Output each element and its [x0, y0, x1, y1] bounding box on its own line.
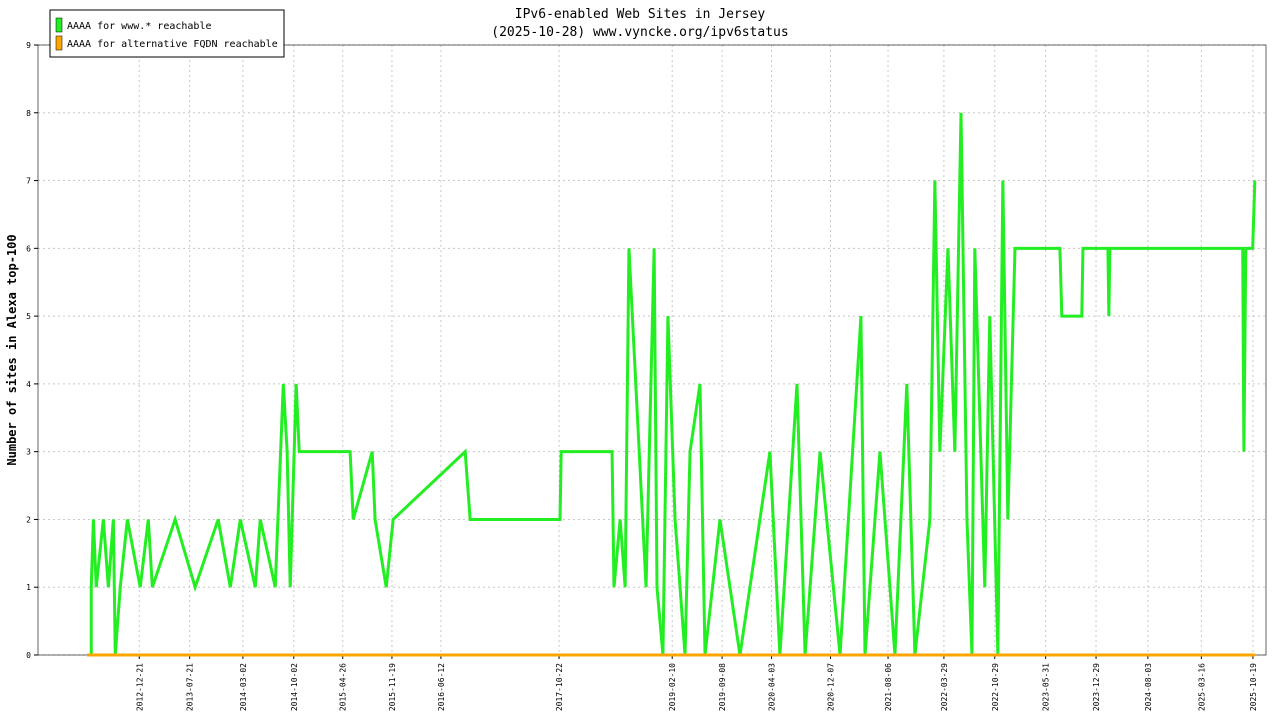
x-tick-label: 2020-12-07 [827, 663, 836, 711]
x-tick-label: 2022-10-29 [991, 663, 1000, 711]
legend-box [49, 9, 285, 58]
y-tick-label: 5 [26, 312, 31, 321]
x-tick-label: 2021-08-06 [884, 663, 893, 711]
x-tick-label: 2017-10-22 [555, 663, 564, 711]
x-tick-label: 2022-03-29 [940, 663, 949, 711]
y-axis-label: Number of sites in Alexa top-100 [5, 234, 19, 465]
x-tick-label: 2024-08-03 [1144, 663, 1153, 711]
x-tick-label: 2015-04-26 [339, 663, 348, 711]
x-tick-label: 2019-02-10 [668, 663, 677, 711]
x-tick-label: 2019-09-08 [718, 663, 727, 711]
x-tick-label: 2016-06-12 [437, 663, 446, 711]
x-tick-label: 2023-12-29 [1092, 663, 1101, 711]
data-line [87, 112, 1257, 657]
x-tick-label: 2023-05-31 [1042, 663, 1051, 711]
x-tick-label: 2014-03-02 [239, 663, 248, 711]
legend-swatch [55, 17, 63, 33]
x-tick-label: 2025-10-19 [1249, 663, 1258, 711]
y-tick-label: 7 [26, 177, 31, 186]
chart-subtitle: (2025-10-28) www.vyncke.org/ipv6status [491, 25, 788, 40]
y-tick-label: 8 [26, 109, 31, 118]
y-tick-label: 1 [26, 583, 31, 592]
x-tick-label: 2012-12-21 [135, 663, 144, 711]
y-tick-label: 0 [26, 651, 31, 660]
x-tick-label: 2020-04-03 [768, 663, 777, 711]
y-tick-label: 6 [26, 244, 31, 253]
x-tick-label: 2013-07-21 [186, 663, 195, 711]
x-tick-label: 2015-11-19 [388, 663, 397, 711]
x-tick-label: 2014-10-02 [290, 663, 299, 711]
legend-swatch [55, 35, 63, 51]
x-tick-label: 2025-03-16 [1197, 663, 1206, 711]
legend-label: AAAA for alternative FQDN reachable [67, 39, 278, 50]
y-tick-label: 3 [26, 448, 31, 457]
chart-title: IPv6-enabled Web Sites in Jersey [515, 7, 766, 22]
y-tick-label: 9 [26, 41, 31, 50]
y-tick-label: 2 [26, 515, 31, 524]
y-tick-label: 4 [26, 380, 31, 389]
legend-label: AAAA for www.* reachable [67, 21, 212, 32]
